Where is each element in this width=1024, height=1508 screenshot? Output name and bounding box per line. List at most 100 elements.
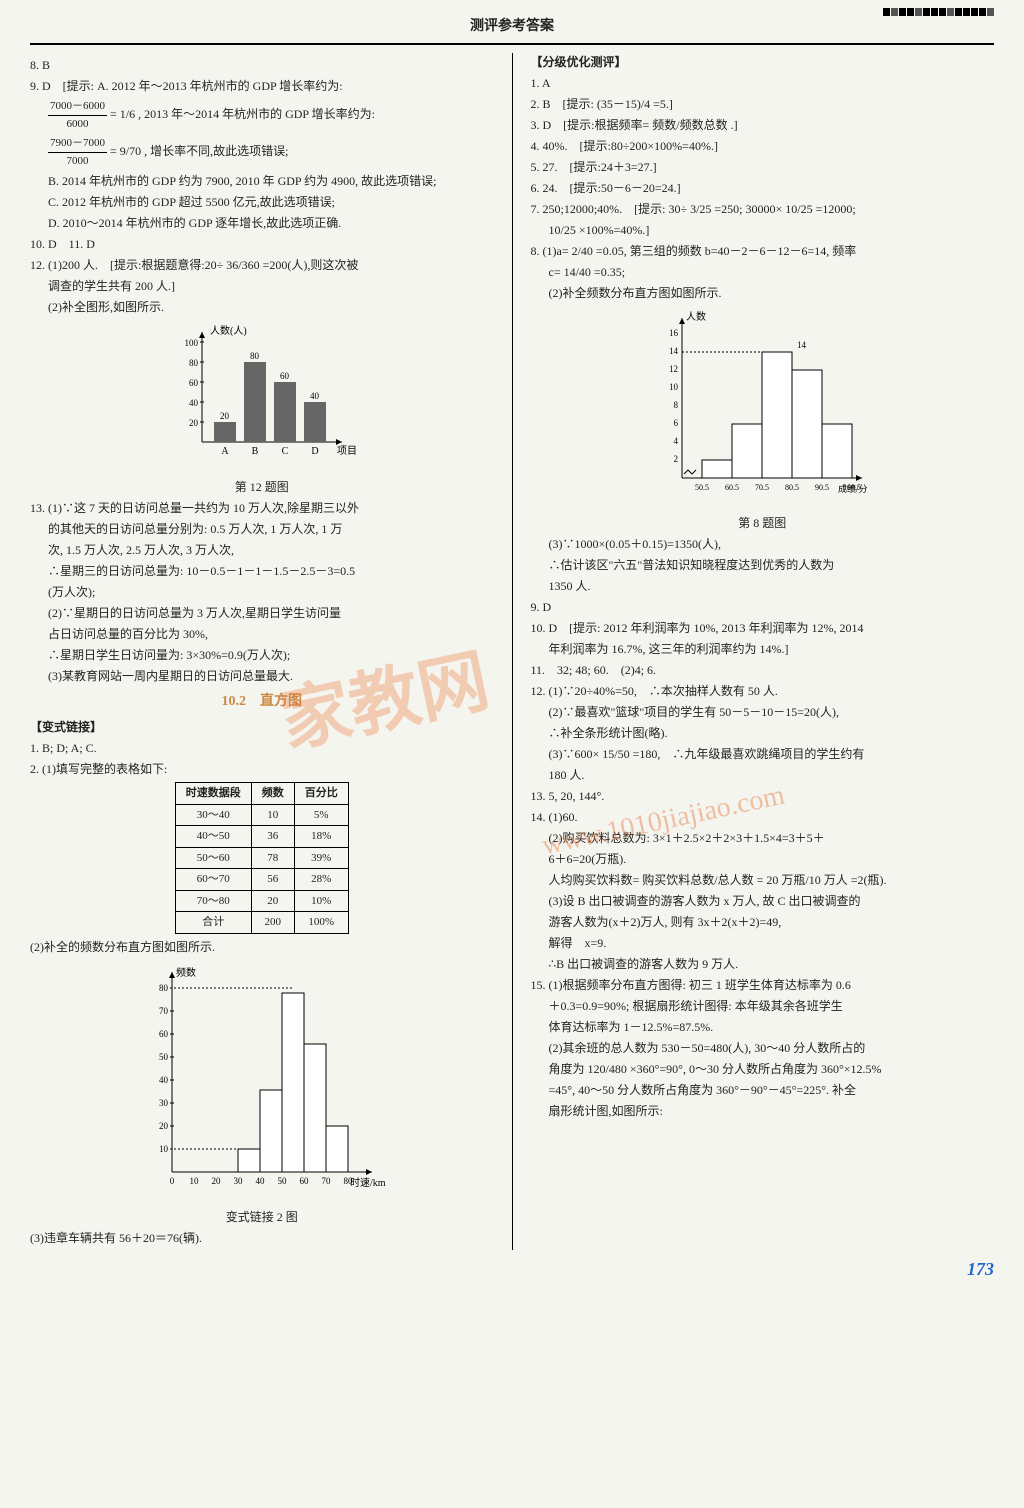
svg-text:80: 80 [343, 1176, 353, 1186]
r-q11: 11. 32; 48; 60. (2)4; 6. [531, 661, 995, 679]
barcode-decoration [883, 8, 994, 16]
td: 100% [294, 912, 348, 934]
svg-text:6: 6 [674, 418, 679, 428]
svg-text:20: 20 [211, 1176, 221, 1186]
r-q9c: 1350 人. [531, 577, 995, 595]
r-q14c: 6＋6=20(万瓶). [531, 850, 995, 868]
header-title: 测评参考答案 [470, 19, 554, 34]
frac-rest: = 9/70 , 增长率不同,故此选项错误; [110, 144, 288, 158]
r-q6: 6. 24. [提示:50－6－20=24.] [531, 179, 995, 197]
r-q5: 5. 27. [提示:24＋3=27.] [531, 158, 995, 176]
r-q14d: 人均购买饮料数= 购买饮料总数/总人数 = 20 万瓶/10 万人 =2(瓶). [531, 871, 995, 889]
r-q1: 1. A [531, 74, 995, 92]
r-q9a: (3)∵1000×(0.05＋0.15)=1350(人), [531, 535, 995, 553]
svg-text:8: 8 [674, 400, 679, 410]
q13b: 的其他天的日访问总量分别为: 0.5 万人次, 1 万人次, 1 万 [30, 520, 494, 538]
q13f: (2)∵星期日的日访问总量为 3 万人次,星期日学生访问量 [30, 604, 494, 622]
svg-text:20: 20 [220, 411, 230, 421]
svg-text:30: 30 [159, 1098, 169, 1108]
frac-den: 7000 [48, 153, 107, 170]
td: 20 [251, 890, 294, 912]
td: 56 [251, 869, 294, 891]
td: 50～60 [175, 847, 251, 869]
q13d: ∴星期三的日访问总量为: 10－0.5－1－1－1.5－2.5－3=0.5 [30, 562, 494, 580]
r-q12a: 12. (1)∵20÷40%=50, ∴本次抽样人数有 50 人. [531, 682, 995, 700]
r-q12e: 180 人. [531, 766, 995, 784]
r-q7b: 10/25 ×100%=40%.] [531, 221, 995, 239]
th: 百分比 [294, 783, 348, 805]
bslj-header: 【变式链接】 [30, 718, 494, 736]
svg-text:50: 50 [277, 1176, 287, 1186]
r-q14e: (3)设 B 出口被调查的游客人数为 x 万人, 故 C 出口被调查的 [531, 892, 995, 910]
r-q8b: c= 14/40 =0.35; [531, 263, 995, 281]
svg-text:100.5: 100.5 [843, 483, 861, 492]
q9-frac2: 7900－70007000 = 9/70 , 增长率不同,故此选项错误; [30, 135, 494, 169]
r-q4: 4. 40%. [提示:80÷200×100%=40%.] [531, 137, 995, 155]
r-q8a: 8. (1)a= 2/40 =0.05, 第三组的频数 b=40－2－6－12－… [531, 242, 995, 260]
chart-q8: 人数 成绩/分 2468 10121416 50.560.570.580.590… [642, 308, 882, 508]
left-column: 8. B 9. D [提示: A. 2012 年～2013 年杭州市的 GDP … [30, 53, 494, 1250]
svg-text:60: 60 [189, 378, 199, 388]
q13g: 占日访问总量的百分比为 30%, [30, 625, 494, 643]
right-column: 【分级优化测评】 1. A 2. B [提示: (35－15)/4 =5.] 3… [531, 53, 995, 1250]
r-q12c: ∴补全条形统计图(略). [531, 724, 995, 742]
svg-text:A: A [221, 446, 229, 457]
svg-text:60: 60 [280, 371, 290, 381]
th: 频数 [251, 783, 294, 805]
td: 18% [294, 826, 348, 848]
r-q14f: 游客人数为(x＋2)万人, 则有 3x＋2(x＋2)=49, [531, 913, 995, 931]
svg-text:80.5: 80.5 [785, 483, 799, 492]
svg-text:项目: 项目 [337, 445, 357, 457]
td: 36 [251, 826, 294, 848]
r-q12d: (3)∵600× 15/50 =180, ∴九年级最喜欢跳绳项目的学生约有 [531, 745, 995, 763]
svg-text:12: 12 [669, 364, 678, 374]
frac-den: 6000 [48, 116, 107, 133]
q13i: (3)某教育网站一周内星期日的日访问总量最大. [30, 667, 494, 685]
r-q15c: 体育达标率为 1－12.5%=87.5%. [531, 1018, 995, 1036]
q12a: 12. (1)200 人. [提示:根据题意得:20÷ 36/360 =200(… [30, 256, 494, 274]
column-divider [512, 53, 513, 1250]
svg-text:14: 14 [669, 346, 679, 356]
td: 200 [251, 912, 294, 934]
svg-text:10: 10 [669, 382, 679, 392]
q12c: (2)补全图形,如图所示. [30, 298, 494, 316]
svg-text:70.5: 70.5 [755, 483, 769, 492]
svg-text:40: 40 [310, 391, 320, 401]
svg-text:30: 30 [233, 1176, 243, 1186]
td: 28% [294, 869, 348, 891]
q10-q11: 10. D 11. D [30, 235, 494, 253]
r-q10c: 年利润率为 16.7%, 这三年的利润率约为 14%.] [531, 640, 995, 658]
svg-text:40: 40 [189, 398, 199, 408]
svg-text:50.5: 50.5 [695, 483, 709, 492]
bs3: (3)违章车辆共有 56＋20＝76(辆). [30, 1229, 494, 1247]
r-q12b: (2)∵最喜欢"篮球"项目的学生有 50－5－10－15=20(人), [531, 703, 995, 721]
content-columns: 8. B 9. D [提示: A. 2012 年～2013 年杭州市的 GDP … [30, 53, 994, 1250]
r-q15g: 扇形统计图,如图所示: [531, 1102, 995, 1120]
r-q10b: 10. D [提示: 2012 年利润率为 10%, 2013 年利润率为 12… [531, 619, 995, 637]
r-q10a: 9. D [531, 598, 995, 616]
q8: 8. B [30, 56, 494, 74]
svg-text:90.5: 90.5 [815, 483, 829, 492]
td: 10% [294, 890, 348, 912]
svg-text:80: 80 [159, 983, 169, 993]
svg-text:14: 14 [797, 340, 807, 350]
td: 40～50 [175, 826, 251, 848]
th: 时速数据段 [175, 783, 251, 805]
svg-text:40: 40 [159, 1075, 169, 1085]
r-q15a: 15. (1)根据频率分布直方图得: 初三 1 班学生体育达标率为 0.6 [531, 976, 995, 994]
section-10-2: 10.2 直方图 [30, 691, 494, 712]
q13a: 13. (1)∵这 7 天的日访问总量一共约为 10 万人次,除星期三以外 [30, 499, 494, 517]
chart-q12: 人数(人) 项目 20 40 60 80 100 20 80 60 40 ABC… [162, 322, 362, 472]
td: 30～40 [175, 804, 251, 826]
chart8-caption: 第 8 题图 [531, 514, 995, 532]
speed-table: 时速数据段频数百分比 30～40105% 40～503618% 50～60783… [175, 782, 349, 934]
fjyh-header: 【分级优化测评】 [531, 53, 995, 71]
r-q15b: ＋0.3=0.9=90%; 根据扇形统计图得: 本年级其余各班学生 [531, 997, 995, 1015]
svg-text:B: B [251, 446, 258, 457]
r-q9b: ∴估计该区"六五"普法知识知晓程度达到优秀的人数为 [531, 556, 995, 574]
r-q14a: 14. (1)60. [531, 808, 995, 826]
svg-text:80: 80 [189, 358, 199, 368]
svg-text:20: 20 [189, 418, 199, 428]
frac-rest: = 1/6 , 2013 年～2014 年杭州市的 GDP 增长率约为: [110, 107, 375, 121]
q12b: 调查的学生共有 200 人.] [30, 277, 494, 295]
